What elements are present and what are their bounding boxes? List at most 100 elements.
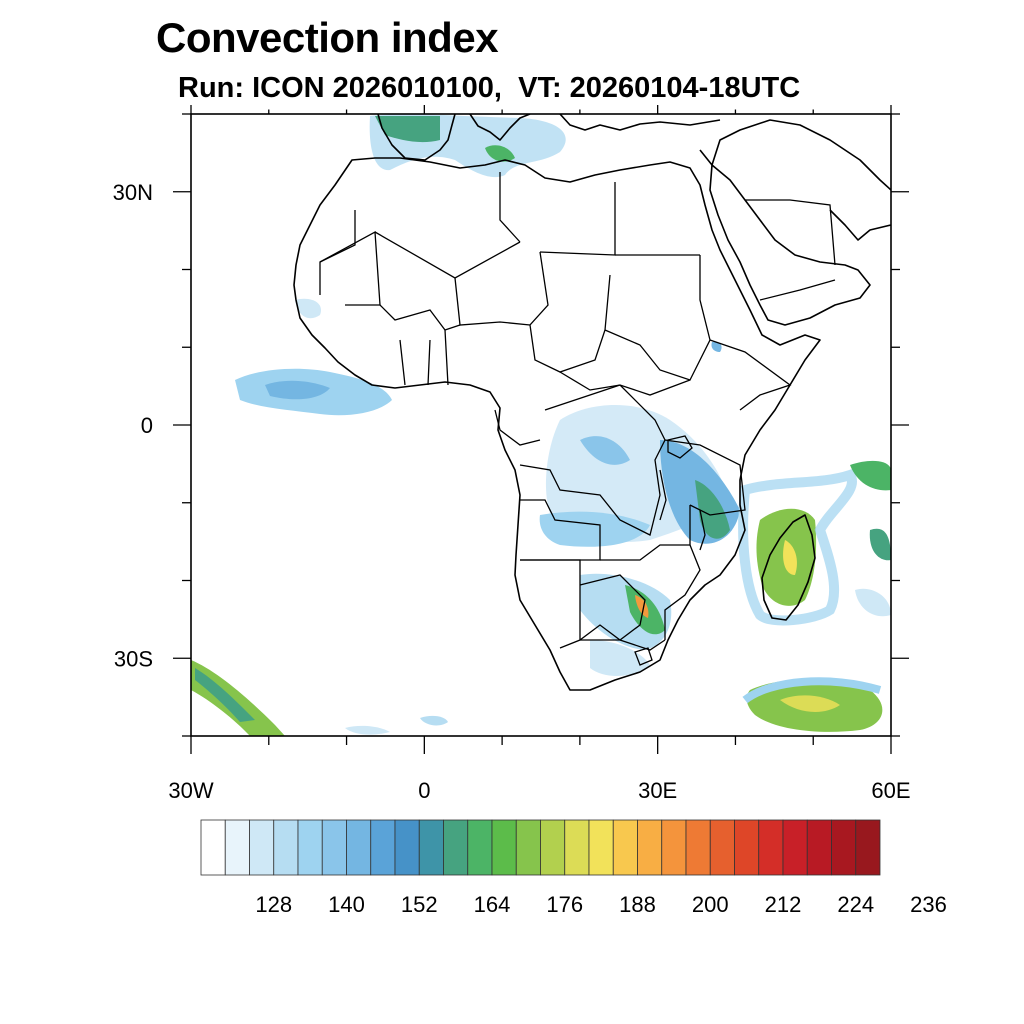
colorbar-label: 212 [765,892,802,917]
coast-italy-balkans [469,114,531,141]
colorbar-swatch [467,819,493,876]
colorbar-labels: 128 140 152 164 176 188 200 212 224 236 [255,892,946,917]
colorbar-swatch [782,819,808,876]
lake-malawi [699,509,706,551]
colorbar-swatch [540,819,566,876]
field-southwest-core [195,668,255,722]
field-mozambique [695,480,730,539]
border-car-drc [544,384,621,411]
border-morocco-algeria [319,210,356,295]
field-ethiopia [711,341,722,352]
map-area [191,114,891,736]
field-madagascar-rim [738,469,857,626]
convection-fields [191,114,891,736]
field-south-atlantic-2 [345,725,390,735]
chart-title: Convection index [156,14,499,61]
colorbar-label: 188 [619,892,656,917]
colorbar-label: 224 [837,892,874,917]
colorbar-swatch [321,819,347,876]
border-zambia [600,505,691,561]
colorbar-swatch [491,819,517,876]
colorbar-swatch [637,819,663,876]
lat-label: 30S [114,646,153,671]
lon-label: 60E [871,778,910,803]
colorbar-swatch [370,819,396,876]
colorbar-swatch [709,819,735,876]
field-mediterranean-core [375,116,440,143]
border-sudan [604,255,711,381]
border-drc [519,384,666,536]
field-southwest-band [191,660,285,736]
border-south-sudan [559,371,691,396]
colorbar-label: 152 [401,892,438,917]
border-south-africa [579,624,666,651]
colorbar-swatch [418,819,444,876]
field-atlantic-core [265,380,330,400]
coast-madagascar [761,514,816,621]
colorbar-swatch [443,819,469,876]
colorbar-label: 176 [546,892,583,917]
border-mozambique [664,544,701,640]
lon-label: 30E [638,778,677,803]
lake-victoria [667,435,693,459]
colorbar-label: 164 [474,892,511,917]
field-south-atlantic [420,715,448,726]
coast-africa [293,157,821,691]
colorbar-swatch [661,819,687,876]
field-southern-ocean-rim [742,677,882,704]
border-algeria-mali [374,231,521,279]
coast-arabia [709,164,871,326]
colorbar-label: 140 [328,892,365,917]
border-algeria-libya [499,172,521,243]
colorbar-swatch [831,819,857,876]
field-indian-ocean [850,460,891,491]
border-namibia [520,559,581,649]
border-yemen [759,279,836,301]
border-niger-nigeria [454,277,531,326]
colorbar-swatch [855,819,881,876]
border-gulf-guinea [399,329,449,386]
colorbar-swatch [273,819,299,876]
colorbar-label: 236 [910,892,947,917]
field-zimbabwe-hot [635,595,649,618]
lon-label: 0 [418,778,430,803]
field-south-africa [590,640,650,676]
colorbar-swatch [734,819,760,876]
lat-label: 0 [141,413,153,438]
chart-subtitle: Run: ICON 2026010100, VT: 20260104-18UTC [178,72,801,104]
border-chad [529,251,611,373]
colorbar-swatch [564,819,590,876]
border-botswana [579,574,646,641]
field-angola [539,511,650,547]
colorbar [200,819,881,876]
coast-gulf [829,209,891,241]
field-southern-ocean-core [780,695,840,712]
border-lesotho [634,647,653,666]
colorbar-swatch [200,819,226,876]
border-saudi [745,199,836,266]
colorbar-swatch [297,819,323,876]
border-mauritania [319,230,381,306]
border-ethiopia [709,339,792,411]
field-congo-mid [580,436,630,465]
field-indian-ocean-3 [855,588,891,617]
border-cameroon-gabon [494,409,541,446]
colorbar-swatch [612,819,638,876]
lakes [659,435,706,551]
colorbar-label: 128 [255,892,292,917]
coast-iberia [377,114,456,161]
colorbar-swatch [588,819,614,876]
border-mali-burkina [379,304,461,331]
field-libya-coast [485,145,515,162]
border-libya-egypt [539,182,616,256]
colorbar-swatch [224,819,250,876]
colorbar-swatch [394,819,420,876]
border-tanzania [664,439,746,516]
axis-labels: 30N 0 30S 30W 0 30E 60E [113,180,911,803]
lat-label: 30N [113,180,153,205]
colorbar-swatch [249,819,275,876]
border-angola [520,499,601,561]
colorbar-label: 200 [692,892,729,917]
field-senegal [295,298,321,319]
